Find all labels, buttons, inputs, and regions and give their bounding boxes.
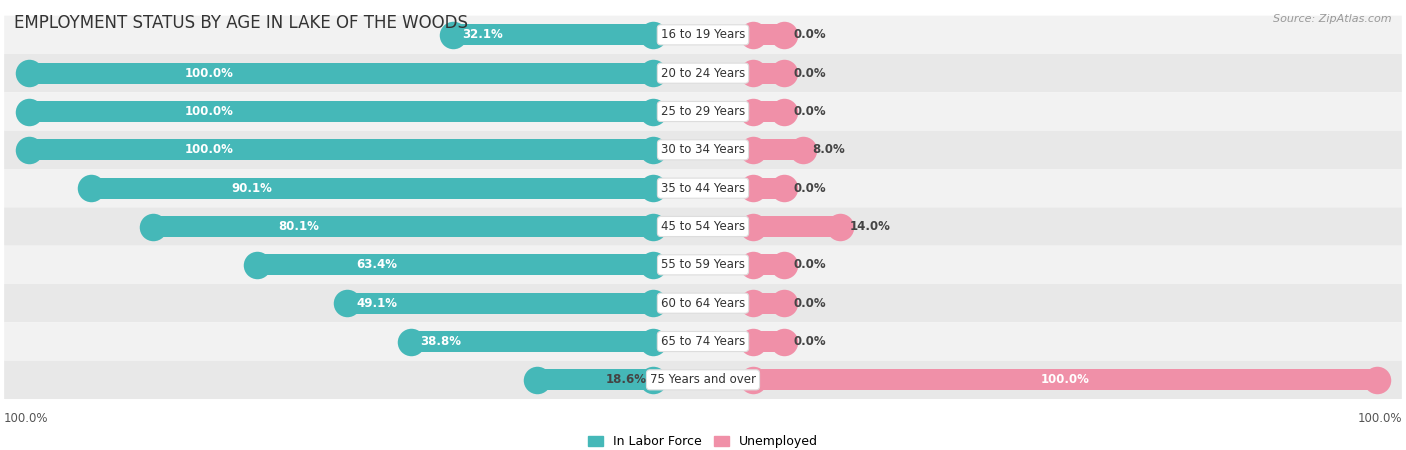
- FancyBboxPatch shape: [4, 130, 1402, 169]
- Bar: [754, 254, 785, 275]
- FancyBboxPatch shape: [4, 322, 1402, 360]
- FancyBboxPatch shape: [4, 92, 1402, 130]
- Bar: [754, 24, 785, 45]
- Text: 100.0%: 100.0%: [4, 412, 49, 425]
- Text: 32.1%: 32.1%: [463, 28, 503, 41]
- Text: 100.0%: 100.0%: [186, 67, 233, 80]
- Bar: [91, 178, 652, 199]
- Text: 80.1%: 80.1%: [278, 220, 319, 233]
- FancyBboxPatch shape: [4, 284, 1402, 322]
- Bar: [754, 216, 841, 237]
- Text: 100.0%: 100.0%: [1357, 412, 1402, 425]
- Text: 25 to 29 Years: 25 to 29 Years: [661, 105, 745, 118]
- Text: 35 to 44 Years: 35 to 44 Years: [661, 182, 745, 195]
- Text: 63.4%: 63.4%: [356, 258, 398, 271]
- Text: 100.0%: 100.0%: [186, 144, 233, 156]
- Bar: [30, 101, 652, 122]
- Text: 0.0%: 0.0%: [793, 258, 827, 271]
- Text: 14.0%: 14.0%: [849, 220, 890, 233]
- Bar: [754, 178, 785, 199]
- Bar: [754, 140, 803, 160]
- Bar: [754, 101, 785, 122]
- Text: 49.1%: 49.1%: [356, 297, 396, 310]
- Text: 0.0%: 0.0%: [793, 105, 827, 118]
- Bar: [30, 63, 652, 84]
- Text: 60 to 64 Years: 60 to 64 Years: [661, 297, 745, 310]
- Text: 16 to 19 Years: 16 to 19 Years: [661, 28, 745, 41]
- Text: 0.0%: 0.0%: [793, 67, 827, 80]
- Legend: In Labor Force, Unemployed: In Labor Force, Unemployed: [583, 430, 823, 450]
- Bar: [30, 140, 652, 160]
- Text: 0.0%: 0.0%: [793, 297, 827, 310]
- Bar: [754, 331, 785, 352]
- Text: 55 to 59 Years: 55 to 59 Years: [661, 258, 745, 271]
- Text: 100.0%: 100.0%: [186, 105, 233, 118]
- Bar: [754, 369, 1376, 391]
- Text: 100.0%: 100.0%: [1040, 374, 1090, 387]
- FancyBboxPatch shape: [4, 246, 1402, 284]
- Bar: [257, 254, 652, 275]
- Bar: [754, 63, 785, 84]
- Text: 75 Years and over: 75 Years and over: [650, 374, 756, 387]
- Text: 38.8%: 38.8%: [420, 335, 461, 348]
- FancyBboxPatch shape: [4, 54, 1402, 92]
- Bar: [347, 292, 652, 314]
- Text: 90.1%: 90.1%: [232, 182, 273, 195]
- Text: 20 to 24 Years: 20 to 24 Years: [661, 67, 745, 80]
- Text: 65 to 74 Years: 65 to 74 Years: [661, 335, 745, 348]
- Text: 30 to 34 Years: 30 to 34 Years: [661, 144, 745, 156]
- Bar: [537, 369, 652, 391]
- Text: EMPLOYMENT STATUS BY AGE IN LAKE OF THE WOODS: EMPLOYMENT STATUS BY AGE IN LAKE OF THE …: [14, 14, 468, 32]
- FancyBboxPatch shape: [4, 169, 1402, 207]
- Text: 0.0%: 0.0%: [793, 28, 827, 41]
- Bar: [153, 216, 652, 237]
- Text: 18.6%: 18.6%: [606, 374, 647, 387]
- FancyBboxPatch shape: [4, 360, 1402, 399]
- Text: 0.0%: 0.0%: [793, 182, 827, 195]
- Text: Source: ZipAtlas.com: Source: ZipAtlas.com: [1274, 14, 1392, 23]
- Bar: [411, 331, 652, 352]
- Bar: [754, 292, 785, 314]
- Text: 45 to 54 Years: 45 to 54 Years: [661, 220, 745, 233]
- Text: 0.0%: 0.0%: [793, 335, 827, 348]
- Text: 8.0%: 8.0%: [813, 144, 845, 156]
- FancyBboxPatch shape: [4, 207, 1402, 246]
- FancyBboxPatch shape: [4, 16, 1402, 54]
- Bar: [453, 24, 652, 45]
